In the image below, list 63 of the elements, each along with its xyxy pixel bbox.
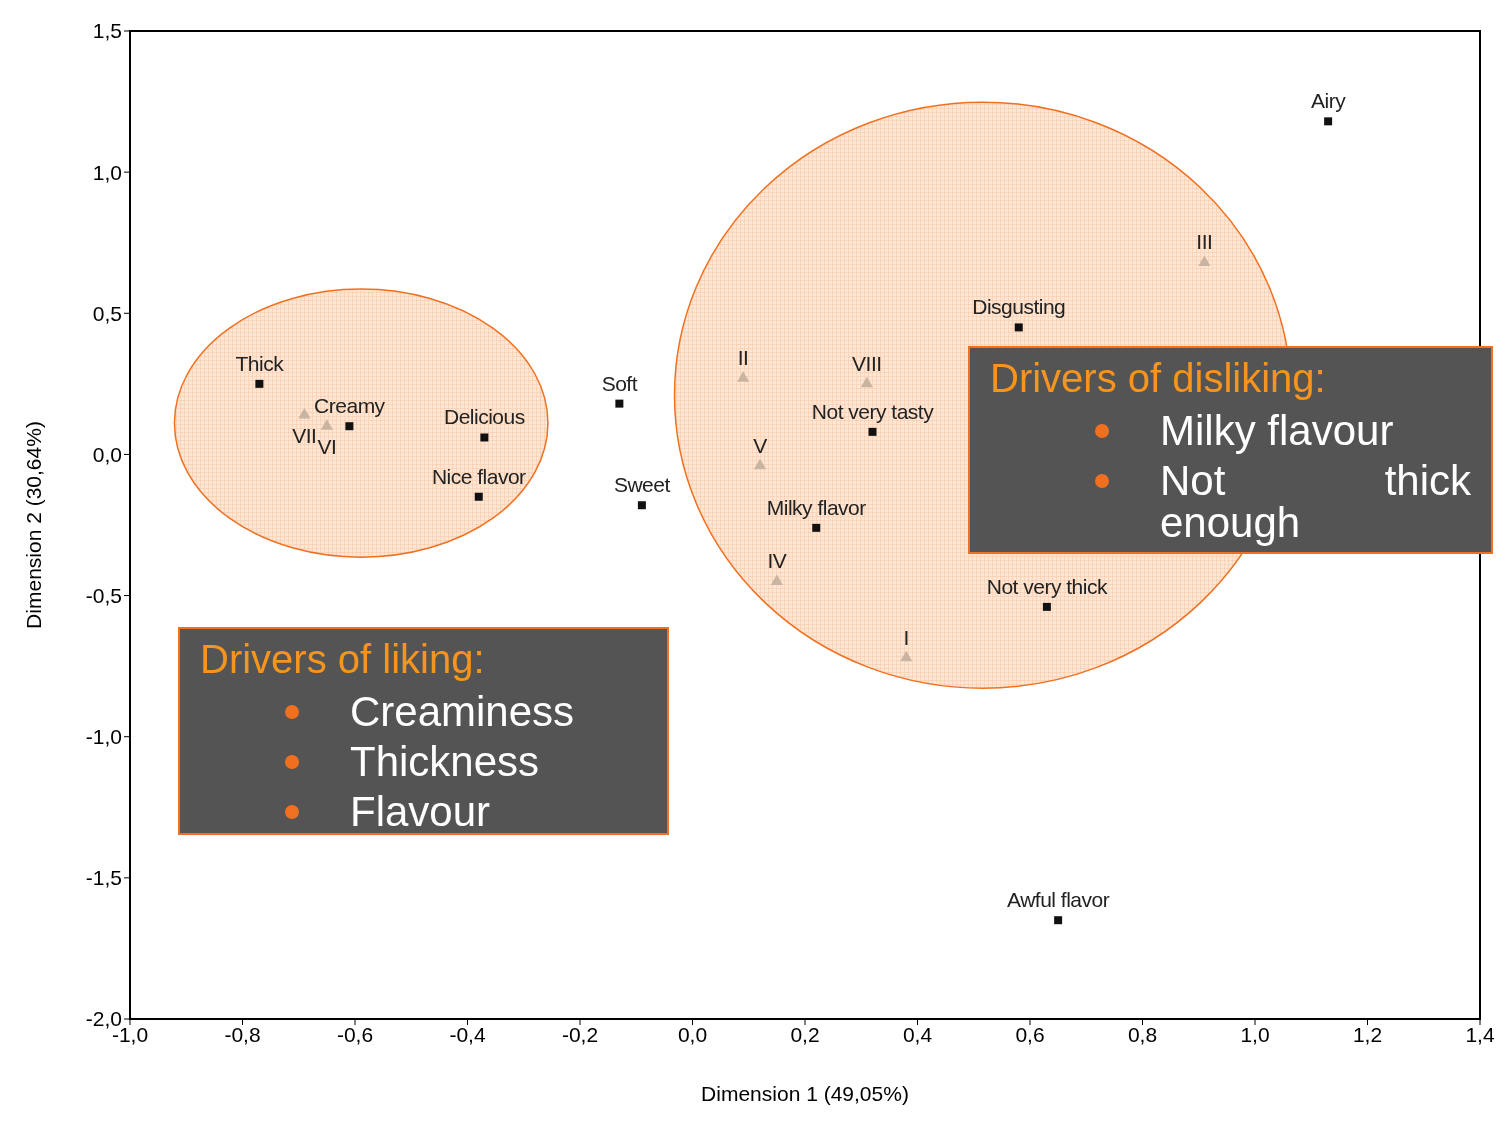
x-tick-label: -0,2 bbox=[561, 1022, 599, 1046]
x-tick-label: -0,8 bbox=[224, 1022, 261, 1046]
point bbox=[1198, 255, 1211, 266]
annotation: V bbox=[753, 433, 768, 457]
point bbox=[737, 371, 750, 382]
point bbox=[753, 458, 767, 470]
y-axis-title: Dimension 2 (30,64%) bbox=[22, 421, 46, 629]
point bbox=[637, 501, 646, 510]
point bbox=[255, 379, 264, 388]
y-tick-label: 1,0 bbox=[92, 160, 122, 184]
y-tick-label: 1,5 bbox=[92, 19, 122, 43]
annotation: VII bbox=[292, 423, 317, 447]
annotation: Drivers of liking: Creaminess Thickness Flavour bbox=[200, 636, 576, 835]
point bbox=[320, 419, 333, 430]
annotation: III bbox=[1196, 230, 1213, 254]
annotation: Not very tasty bbox=[811, 399, 935, 423]
annotation: VIII bbox=[852, 351, 882, 375]
x-tick-label: 0,8 bbox=[1127, 1022, 1158, 1046]
point bbox=[1324, 117, 1333, 126]
point bbox=[1014, 323, 1023, 332]
x-tick-label: 1,4 bbox=[1465, 1022, 1495, 1046]
annotation: I bbox=[903, 625, 909, 649]
annotation: Not very thick bbox=[986, 574, 1108, 598]
x-tick-label: 0,0 bbox=[677, 1022, 708, 1046]
x-tick-label: 0,2 bbox=[790, 1022, 820, 1046]
x-tick-label: 0,6 bbox=[1015, 1022, 1045, 1046]
annotation: Drivers of disliking: Milky flavour Not thick enough bbox=[990, 355, 1471, 546]
x-tick-label: -0,6 bbox=[336, 1022, 374, 1046]
annotation: Airy bbox=[1311, 89, 1347, 113]
y-tick-label: -1,5 bbox=[85, 866, 122, 890]
point bbox=[1054, 916, 1063, 925]
y-tick-label: 0,0 bbox=[92, 442, 122, 466]
x-tick-label: 1,2 bbox=[1352, 1022, 1383, 1046]
annotation: Sweet bbox=[613, 473, 671, 497]
annotation: Soft bbox=[601, 371, 638, 395]
point bbox=[900, 650, 913, 662]
annotation: Creamy bbox=[314, 394, 386, 418]
y-tick-label: -0,5 bbox=[85, 584, 122, 608]
x-tick-label: 1,0 bbox=[1240, 1022, 1270, 1046]
point bbox=[615, 399, 624, 408]
y-tick-label: 0,5 bbox=[92, 301, 122, 325]
point bbox=[474, 492, 483, 501]
point bbox=[480, 433, 489, 442]
point bbox=[770, 574, 783, 585]
point bbox=[345, 422, 354, 431]
x-tick-label: 0,4 bbox=[902, 1022, 933, 1046]
annotation: Thick bbox=[235, 351, 285, 375]
annotation: Awful flavor bbox=[1007, 888, 1110, 912]
annotation: Milky flavor bbox=[766, 495, 867, 519]
annotation: II bbox=[737, 346, 749, 370]
point bbox=[298, 407, 311, 419]
annotation: IV bbox=[767, 549, 787, 573]
x-axis-title: Dimension 1 (49,05%) bbox=[701, 1082, 909, 1105]
point bbox=[860, 376, 873, 388]
annotation: Delicious bbox=[444, 405, 525, 429]
x-tick-label: -0,4 bbox=[449, 1022, 486, 1046]
point bbox=[1042, 602, 1051, 611]
point bbox=[868, 427, 877, 436]
annotation: VI bbox=[317, 435, 337, 459]
y-tick-label: -1,0 bbox=[85, 725, 122, 749]
annotation: Nice flavor bbox=[431, 464, 527, 488]
point bbox=[812, 523, 821, 532]
annotation: Disgusting bbox=[972, 295, 1066, 319]
